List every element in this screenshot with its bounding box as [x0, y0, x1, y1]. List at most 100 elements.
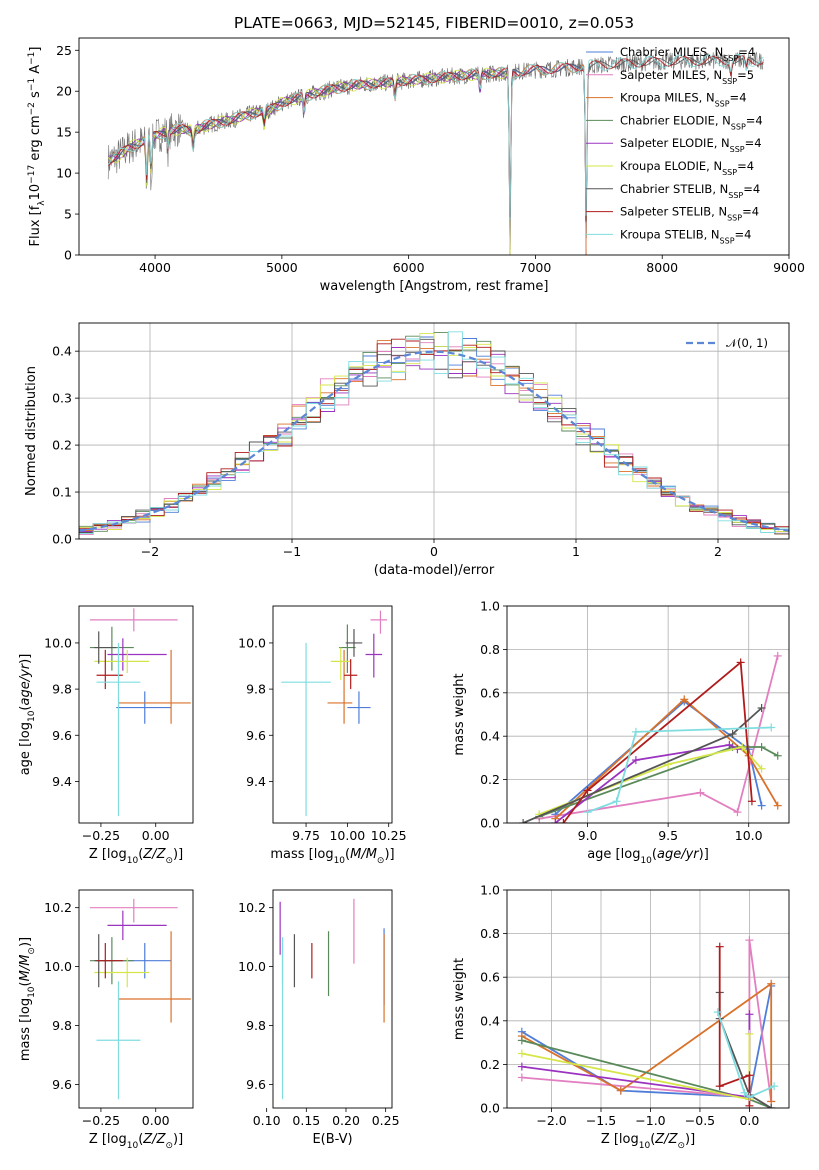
y-tick-label: 10.2 — [238, 900, 266, 915]
y-tick-label: 0.8 — [480, 642, 500, 657]
data-point — [770, 1082, 779, 1091]
observed-spectrum — [107, 51, 764, 251]
y-tick-label: 10 — [56, 166, 72, 181]
x-axis-label: Z [log10(Z/Z⊙)] — [89, 1132, 183, 1151]
errorbar-point — [344, 659, 358, 690]
x-axis-label: (data-model)/error — [374, 563, 495, 578]
data-point — [728, 730, 737, 739]
panel-age-vs-mass: 9.75 10.00 10.25 9.4 9.6 9.8 10.0 mass [log10(M… — [238, 605, 407, 866]
x-tick-label: −1.0 — [635, 1113, 665, 1128]
legend-entry: Kroupa STELIB, NSSP=4 — [620, 227, 752, 245]
model-spectrum-salpeter-stelib — [108, 55, 764, 221]
y-tick-label: 0.0 — [480, 1101, 500, 1116]
data-point — [767, 1104, 776, 1108]
y-tick-label: 0.0 — [52, 532, 72, 547]
legend-entry: Kroupa ELODIE, NSSP=4 — [620, 159, 754, 177]
y-tick-label: 10.0 — [44, 959, 72, 974]
series-kroupa-elodie — [517, 1029, 754, 1104]
errorbar-point — [118, 931, 191, 1023]
axes-frame — [506, 605, 790, 824]
x-axis-label: E(B-V) — [312, 1132, 352, 1147]
data-point — [767, 979, 776, 988]
errorbar-point — [118, 649, 191, 724]
x-axis-label: mass [log10(M/M⊙)] — [270, 847, 394, 866]
legend-entry: Kroupa MILES, NSSP=4 — [620, 91, 747, 109]
x-axis-label: wavelength [Angstrom, rest frame] — [320, 279, 549, 294]
errorbar-point — [107, 910, 167, 941]
x-tick-label: 9.0 — [578, 828, 598, 843]
series-salpeter-stelib — [559, 658, 756, 823]
y-tick-label: 0.0 — [480, 816, 500, 831]
data-point — [631, 756, 640, 765]
errorbar-point — [107, 638, 167, 671]
y-tick-label: 1.0 — [480, 599, 500, 614]
errorbar-point — [370, 610, 388, 634]
axes-frame — [78, 37, 790, 256]
errorbar-point — [345, 629, 363, 657]
x-tick-label: 0.25 — [372, 1113, 400, 1128]
histogram-kroupa-stelib — [79, 331, 789, 534]
data-point — [519, 819, 528, 823]
axes-frame — [272, 605, 393, 824]
x-tick-label: 0.20 — [332, 1113, 360, 1128]
legend-entry: Salpeter STELIB, NSSP=4 — [620, 205, 759, 223]
legend-entry: Chabrier ELODIE, NSSP=4 — [620, 113, 763, 130]
y-tick-label: 0.2 — [480, 1057, 500, 1072]
y-tick-label: 0.2 — [480, 772, 500, 787]
series-salpeter-stelib — [715, 942, 754, 1108]
errorbar-point — [347, 691, 371, 724]
series-chabrier-stelib — [519, 703, 766, 823]
errorbar-point — [96, 943, 123, 979]
y-tick-label: 9.8 — [52, 1018, 72, 1033]
y-tick-label: 9.6 — [246, 728, 266, 743]
plot-area — [517, 936, 779, 1108]
y-axis-label: age [log10(age/yr)] — [18, 654, 37, 776]
data-point — [696, 788, 705, 797]
y-tick-label: 0.3 — [52, 391, 72, 406]
data-point — [757, 703, 766, 712]
errorbar-point — [89, 608, 178, 632]
x-axis-label: Z [log10(Z/Z⊙)] — [89, 847, 183, 866]
x-tick-label: 0.00 — [142, 1113, 170, 1128]
y-tick-label: 10.2 — [44, 900, 72, 915]
y-tick-label: 0 — [64, 248, 72, 263]
series-kroupa-stelib — [713, 1008, 779, 1102]
y-tick-label: 15 — [56, 125, 72, 140]
data-point — [517, 1036, 526, 1045]
y-tick-label: 25 — [56, 43, 72, 58]
series-chabrier-elodie — [517, 1036, 776, 1108]
x-tick-label: 2 — [714, 544, 722, 559]
legend-entry: Chabrier MILES, NSSP=4 — [620, 45, 755, 63]
x-tick-label: −2 — [141, 544, 159, 559]
y-tick-label: 0.4 — [480, 1013, 500, 1028]
y-tick-label: 0.6 — [480, 685, 500, 700]
y-tick-label: 9.6 — [52, 728, 72, 743]
y-axis-label: mass weight — [452, 673, 467, 755]
x-tick-label: 5000 — [266, 260, 298, 275]
plot-area — [519, 651, 782, 823]
plot-area — [89, 898, 191, 1100]
y-tick-label: 9.8 — [246, 1018, 266, 1033]
errorbar-point — [96, 981, 141, 1100]
data-point — [745, 1093, 754, 1102]
errorbar-point — [281, 642, 331, 817]
x-tick-label: 7000 — [520, 260, 552, 275]
plot-area — [279, 898, 385, 1100]
data-point — [715, 942, 724, 951]
errorbar-point — [365, 633, 383, 678]
data-point — [738, 743, 747, 752]
data-point — [583, 808, 592, 817]
series-kroupa-miles — [517, 979, 776, 1106]
data-point — [680, 695, 689, 704]
x-axis-label: Z [log10(Z/Z⊙)] — [601, 1132, 695, 1151]
errorbar-point — [94, 649, 150, 673]
y-tick-label: 0.1 — [52, 485, 72, 500]
x-tick-label: 8000 — [646, 260, 678, 275]
model-spectrum-kroupa-stelib — [107, 53, 764, 221]
panel-mass-weight-vs-Z: −2.0 −1.5 −1.0 −0.5 0.0 0.0 0.2 0.4 0.6 0.8 1.0 Z [… — [452, 883, 790, 1151]
data-point — [559, 819, 568, 823]
x-tick-label: −1 — [283, 544, 301, 559]
y-tick-label: 5 — [64, 207, 72, 222]
y-tick-label: 10.0 — [238, 635, 266, 650]
panel-mass-vs-Z: −0.25 0.00 9.6 9.8 10.0 10.2 Z [log10(Z/Z⊙)] ma… — [18, 889, 194, 1151]
